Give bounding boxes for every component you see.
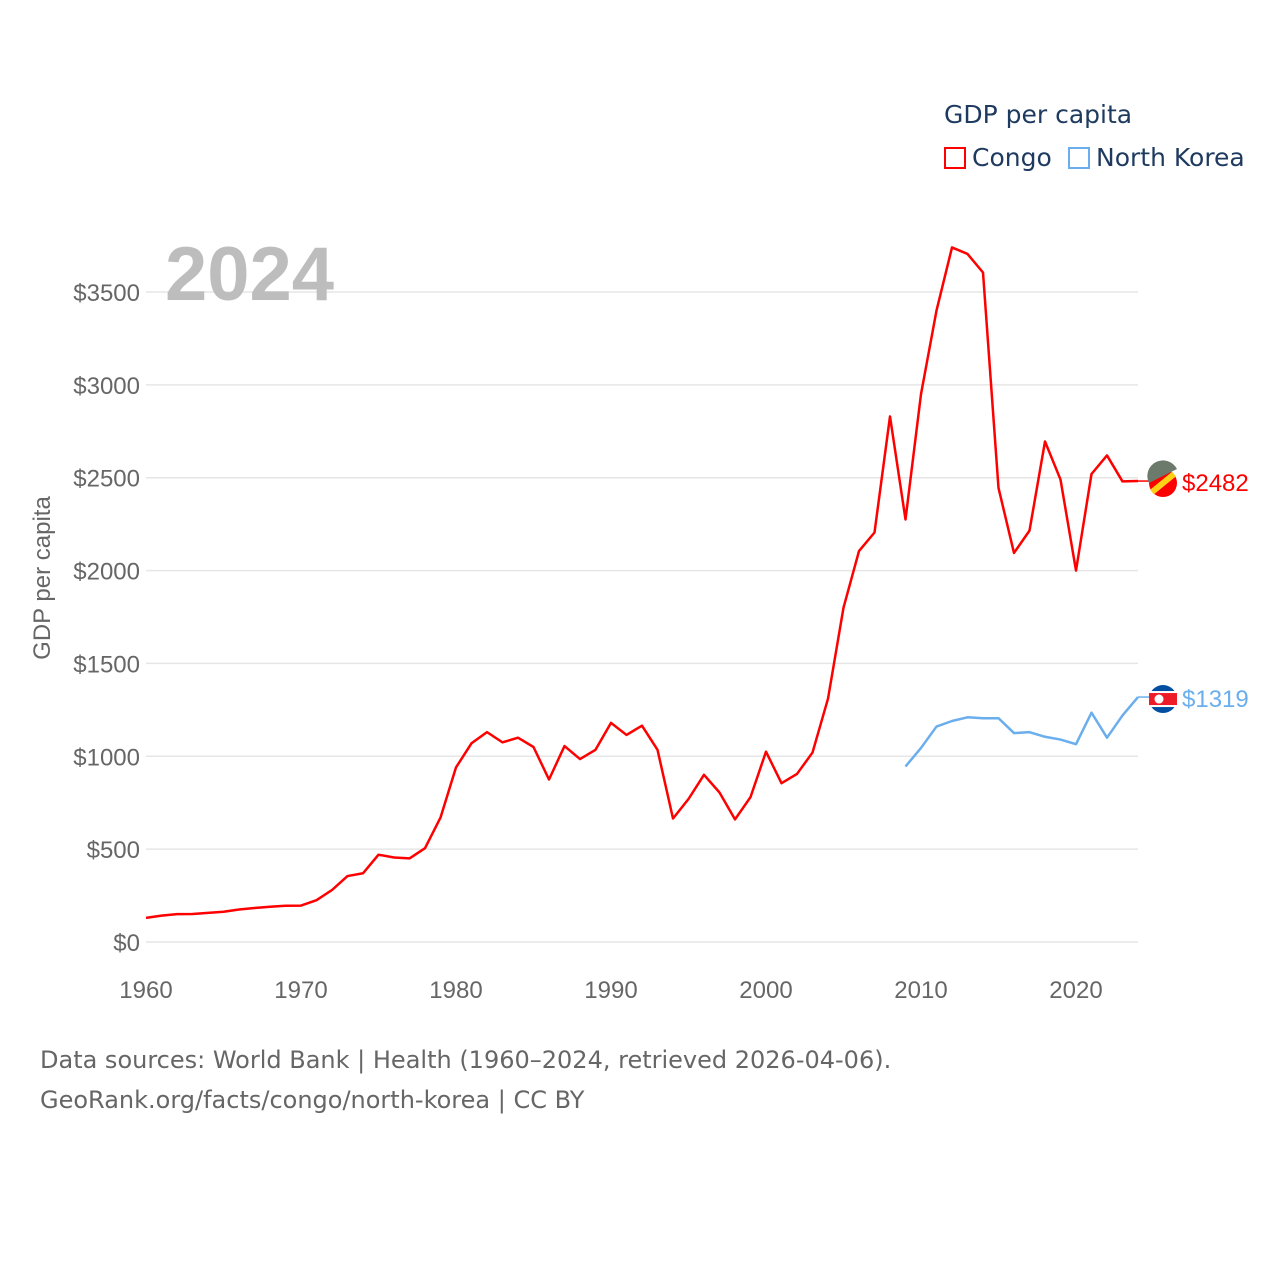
x-tick-label: 2020 xyxy=(1049,977,1102,1004)
y-tick-label: $2500 xyxy=(73,466,140,493)
x-tick-label: 1970 xyxy=(274,977,327,1004)
x-tick-label: 1990 xyxy=(584,977,637,1004)
legend-item-north-korea[interactable]: North Korea xyxy=(1068,143,1245,172)
congo-flag-icon-green xyxy=(1147,460,1177,484)
legend-swatch-north-korea xyxy=(1068,146,1090,169)
end-value-label: $2482 xyxy=(1182,470,1249,497)
year-label: 2024 xyxy=(165,232,334,317)
x-tick-label: 2010 xyxy=(894,977,947,1004)
series-line-1 xyxy=(904,696,1139,768)
y-tick-label: $2000 xyxy=(73,559,140,586)
x-tick-label: 2000 xyxy=(739,977,792,1004)
y-tick-label: $1500 xyxy=(73,651,140,678)
legend-label-congo: Congo xyxy=(972,143,1052,172)
x-tick-label: 1980 xyxy=(429,977,482,1004)
footer-sources: Data sources: World Bank | Health (1960–… xyxy=(40,1046,892,1074)
legend-label-north-korea: North Korea xyxy=(1096,143,1245,172)
legend-swatch-congo xyxy=(944,146,966,169)
end-value-label: $1319 xyxy=(1182,686,1249,713)
series-line-0 xyxy=(145,246,1139,920)
y-tick-label: $3500 xyxy=(73,280,140,307)
legend-title: GDP per capita xyxy=(944,100,1133,129)
y-axis-label: GDP per capita xyxy=(29,496,56,660)
y-tick-label: $1000 xyxy=(73,744,140,771)
y-tick-label: $500 xyxy=(87,837,140,864)
congo-flag-icon-stripe xyxy=(1150,471,1176,495)
y-tick-label: $0 xyxy=(113,930,140,957)
footer-link[interactable]: GeoRank.org/facts/congo/north-korea | CC… xyxy=(40,1086,585,1114)
north-korea-flag-icon-star xyxy=(1154,694,1164,704)
legend-item-congo[interactable]: Congo xyxy=(944,143,1052,172)
x-tick-label: 1960 xyxy=(119,977,172,1004)
y-tick-label: $3000 xyxy=(73,373,140,400)
